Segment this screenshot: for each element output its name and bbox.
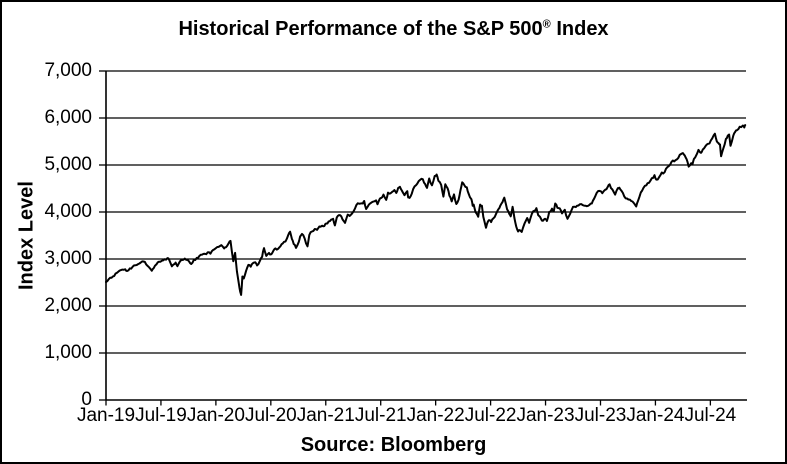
x-tick-label: Jan-19 [76,405,136,426]
y-tick-label: 2,000 [44,295,92,316]
x-tick-label: Jul-22 [464,405,517,426]
sp500-index-line [105,124,747,296]
y-tick-label: 4,000 [44,201,92,222]
x-tick-label: Jul-23 [574,405,627,426]
registered-trademark-symbol: ® [542,18,551,31]
chart-title: Historical Performance of the S&P 500® I… [2,18,785,41]
x-tick-label: Jan-21 [296,405,355,426]
y-tick-label: 3,000 [44,248,92,269]
chart-title-text: Historical Performance of the S&P 500 [178,18,543,40]
source-caption: Source: Bloomberg [300,434,487,456]
x-tick-label: Jan-22 [406,405,465,426]
x-tick-label: Jan-23 [516,405,575,426]
y-tick-label: 1,000 [44,342,92,363]
x-tick-label: Jul-19 [135,405,187,426]
y-tick-label: 0 [81,389,92,410]
y-tick-label: 5,000 [44,154,92,175]
y-tick-label: 7,000 [44,60,92,81]
x-tick-label: Jan-24 [626,405,685,426]
x-tick-label: Jul-21 [354,405,407,426]
x-tick-label: Jan-20 [186,405,245,426]
y-tick-label: 6,000 [44,107,92,128]
x-tick-label: Jul-20 [244,405,297,426]
chart-title-suffix: Index [550,18,609,40]
x-tick-label: Jul-24 [684,405,737,426]
